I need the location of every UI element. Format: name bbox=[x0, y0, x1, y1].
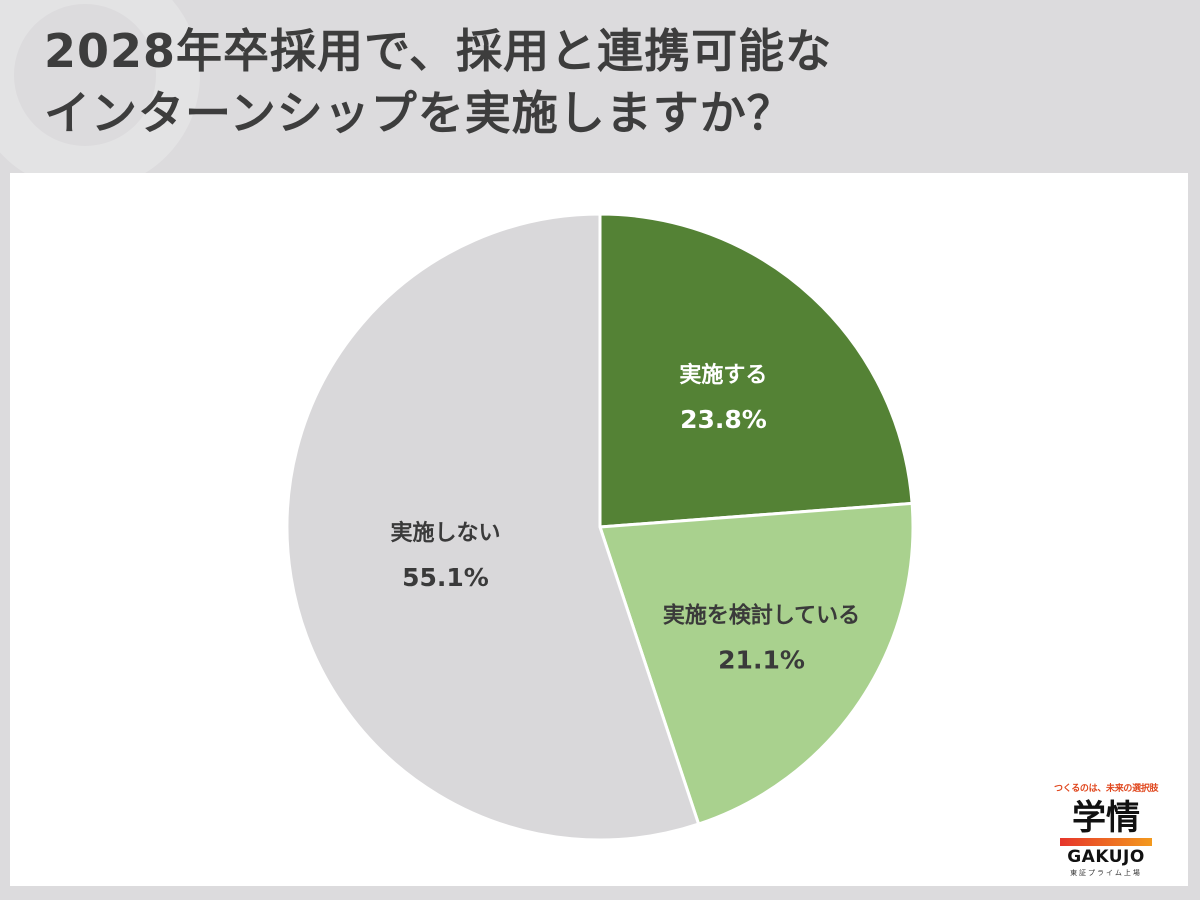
logo-color-bar bbox=[1060, 838, 1152, 846]
title-line-2: インターンシップを実施しますか？ bbox=[44, 86, 794, 140]
gakujo-logo: つくるのは、未来の選択肢 学情 GAKUJO 東証プライム上場 bbox=[1054, 781, 1159, 878]
title-line-1: 2028年卒採用で、採用と連携可能な bbox=[44, 24, 833, 78]
slice-value-label-2: 21.1% bbox=[718, 646, 805, 675]
chart-title: 2028年卒採用で、採用と連携可能な インターンシップを実施しますか？ bbox=[44, 20, 832, 144]
slice-label-1: 実施する bbox=[679, 362, 767, 388]
logo-tagline: つくるのは、未来の選択肢 bbox=[1054, 784, 1159, 794]
slice-label-3: 実施しない bbox=[390, 520, 500, 546]
slice-value-label-3: 55.1% bbox=[402, 563, 489, 592]
logo-kanji: 学情 bbox=[1072, 798, 1140, 838]
pie-slice-3 bbox=[285, 212, 701, 842]
slice-label-2: 実施を検討している bbox=[663, 603, 860, 629]
pie-slice-1 bbox=[598, 212, 914, 529]
pie-slice-2 bbox=[597, 501, 915, 826]
slice-value-label-1: 23.8% bbox=[680, 405, 767, 434]
logo-roman: GAKUJO bbox=[1067, 847, 1145, 867]
logo-listing: 東証プライム上場 bbox=[1070, 869, 1142, 877]
